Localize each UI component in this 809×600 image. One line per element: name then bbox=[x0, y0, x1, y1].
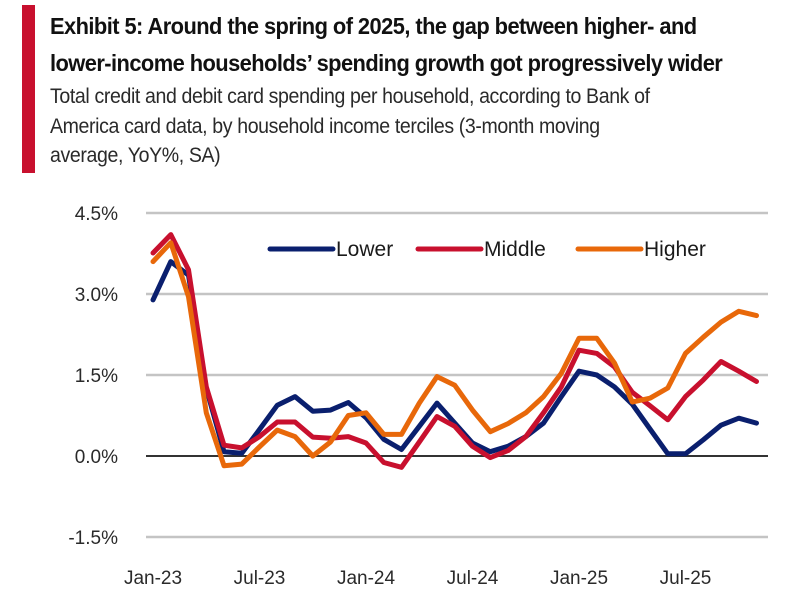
chart-subtitle-line: America card data, by household income t… bbox=[50, 114, 600, 138]
y-axis-ticks: 4.5% 3.0% 1.5% 0.0% -1.5% bbox=[68, 204, 118, 549]
x-tick-label: Jul-25 bbox=[660, 568, 712, 589]
line-chart: 4.5% 3.0% 1.5% 0.0% -1.5% Jan-23 Jul-23 Jan-24… bbox=[68, 204, 768, 589]
chart-title-line: lower-income households’ spending growth… bbox=[50, 50, 723, 76]
y-tick-label: 1.5% bbox=[75, 366, 118, 387]
x-tick-label: Jan-24 bbox=[337, 568, 396, 589]
y-tick-label: 4.5% bbox=[75, 204, 118, 225]
chart-subtitle-line: average, YoY%, SA) bbox=[50, 144, 221, 167]
chart-title: Exhibit 5: Around the spring of 2025, th… bbox=[50, 8, 757, 82]
y-tick-label: -1.5% bbox=[68, 528, 118, 549]
x-tick-label: Jul-23 bbox=[234, 568, 286, 589]
legend-label: Higher bbox=[644, 238, 706, 261]
x-tick-label: Jul-24 bbox=[447, 568, 499, 589]
legend-item-lower: Lower bbox=[267, 238, 393, 261]
series-line-higher bbox=[150, 240, 759, 469]
series-line-middle bbox=[150, 232, 759, 470]
legend-label: Lower bbox=[336, 238, 393, 261]
accent-bar bbox=[22, 5, 35, 173]
x-tick-label: Jan-25 bbox=[550, 568, 608, 589]
y-tick-label: 0.0% bbox=[75, 447, 118, 468]
chart-title-line: Exhibit 5: Around the spring of 2025, th… bbox=[50, 13, 697, 39]
x-tick-label: Jan-23 bbox=[124, 568, 182, 589]
legend-label: Middle bbox=[484, 238, 546, 261]
series-lines bbox=[150, 232, 759, 470]
legend: Lower Middle Higher bbox=[267, 238, 706, 261]
legend-item-middle: Middle bbox=[415, 238, 546, 261]
y-tick-label: 3.0% bbox=[75, 285, 118, 306]
x-axis-ticks: Jan-23 Jul-23 Jan-24 Jul-24 Jan-25 Jul-25 bbox=[124, 568, 711, 589]
legend-item-higher: Higher bbox=[575, 238, 706, 261]
chart-subtitle: Total credit and debit card spending per… bbox=[50, 82, 757, 171]
chart-subtitle-line: Total credit and debit card spending per… bbox=[50, 85, 650, 108]
